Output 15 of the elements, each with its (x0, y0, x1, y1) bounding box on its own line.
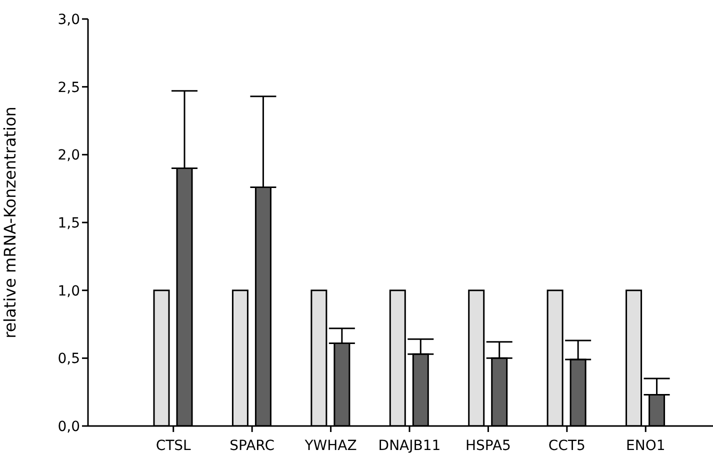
x-tick-label: SPARC (230, 438, 275, 454)
y-tick-label: 1,5 (58, 215, 80, 232)
x-tick-label: HSPA5 (465, 438, 511, 454)
x-tick-label: DNAJB11 (378, 438, 441, 454)
y-tick-label: 2,0 (58, 148, 80, 164)
y-tick-label: 2,5 (58, 80, 80, 96)
y-axis-title: relative mRNA-Konzentration (0, 106, 20, 338)
x-tick-label: CTSL (156, 438, 192, 454)
x-tick-label: CCT5 (548, 438, 586, 454)
x-tick-label: ENO1 (626, 438, 666, 454)
y-tick-label: 0,0 (58, 418, 80, 435)
y-tick-label: 3,0 (58, 12, 80, 28)
y-tick-label: 1,0 (58, 283, 80, 300)
x-tick-label: YWHAZ (304, 438, 357, 454)
y-tick-label: 0,5 (58, 351, 80, 368)
